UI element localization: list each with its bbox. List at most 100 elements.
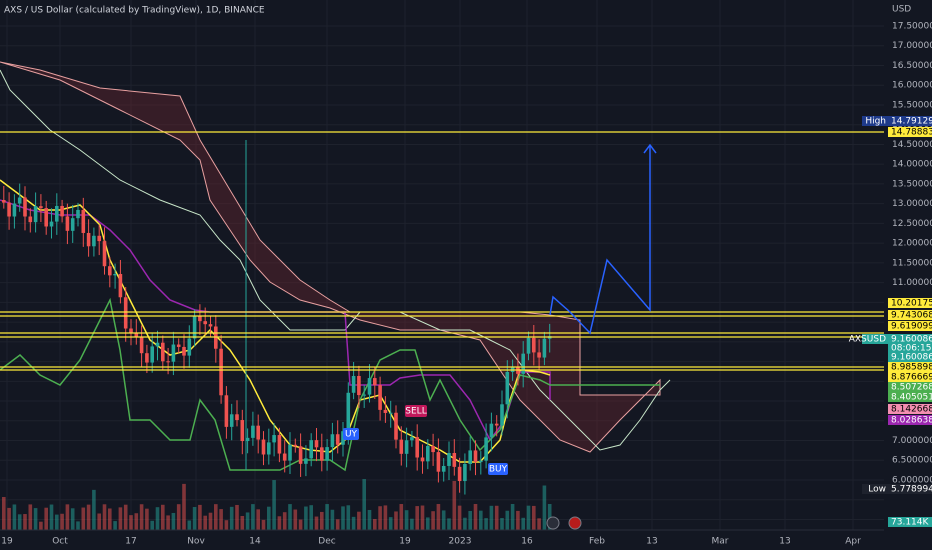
volume-bar <box>357 511 361 530</box>
candle-body <box>309 440 313 459</box>
price-tag <box>888 362 932 372</box>
candle-body <box>229 414 234 427</box>
time-label: Nov <box>187 537 205 547</box>
candle-body <box>118 273 123 298</box>
volume-bar <box>431 511 435 530</box>
candle-body <box>521 353 525 374</box>
time-label: 14 <box>249 537 261 547</box>
volume-bar <box>489 505 494 530</box>
volume-bar <box>2 497 6 530</box>
volume-bar <box>219 509 223 530</box>
volume-bar <box>44 507 48 530</box>
volume-bar <box>304 506 308 530</box>
candle-body <box>468 450 472 464</box>
price-label: 15.500000 <box>892 100 932 110</box>
time-axis-labels: 19 Oct 17 Nov 14 Dec 19 2023 16 Feb 13 Mar 13 Apr <box>1 537 861 547</box>
volume-bar <box>468 510 472 530</box>
candle-body <box>76 209 80 219</box>
candle-body <box>60 205 64 217</box>
time-label: Oct <box>52 537 68 547</box>
candle-body <box>267 442 271 455</box>
volume-bar <box>383 505 388 530</box>
volume-bar <box>150 520 154 530</box>
price-tag-text: 14.791298 <box>891 117 932 127</box>
candle-body <box>304 458 308 464</box>
alert-icon[interactable] <box>546 516 560 530</box>
candle-body <box>479 460 483 463</box>
candle-body <box>55 205 59 222</box>
volume-bar <box>410 518 414 530</box>
price-label: 16.500000 <box>892 61 932 71</box>
candle-body <box>39 206 43 209</box>
candle-body <box>12 203 17 217</box>
candle-body <box>261 439 266 455</box>
volume-bar <box>251 504 255 530</box>
volume-bar <box>420 505 425 530</box>
volume-bar <box>320 511 324 530</box>
price-tag-text: 9.160086 <box>891 335 932 345</box>
price-tags: 14.791298High14.78883010.2017549.7430689… <box>849 116 932 528</box>
candle-body <box>277 435 282 454</box>
candle-body <box>383 409 388 413</box>
price-tag-text: 8.028638 <box>891 416 932 426</box>
volume-bar <box>145 508 149 530</box>
volume-bar <box>92 489 96 530</box>
time-label: 16 <box>521 537 533 547</box>
candle-body <box>532 337 536 353</box>
volume-bar <box>113 521 117 530</box>
price-tag <box>888 334 932 352</box>
candle-body <box>388 412 393 414</box>
candle-body <box>288 444 292 461</box>
lagging-line <box>0 69 671 451</box>
volume-bar <box>235 504 239 530</box>
volume-bar <box>293 509 298 530</box>
candle-body <box>171 344 176 362</box>
candle-body <box>214 326 218 349</box>
candle-body <box>298 446 303 464</box>
volume-bar <box>240 515 245 530</box>
price-label: 12.500000 <box>892 219 932 229</box>
volume-bar <box>378 506 382 530</box>
volume-bar <box>65 504 70 530</box>
volume-bar <box>388 517 393 530</box>
candle-body <box>81 209 86 233</box>
price-tag-text: 8.405051 <box>891 393 932 403</box>
candle-body <box>245 437 250 442</box>
candle-body <box>192 316 197 339</box>
price-label: 14.500000 <box>892 140 932 150</box>
projection-path <box>549 145 651 335</box>
candle-body <box>378 385 382 410</box>
time-label: 19 <box>399 537 411 547</box>
time-label: 2023 <box>449 537 472 547</box>
volume-bar <box>171 512 176 530</box>
volume-bar <box>97 513 101 530</box>
volume-bar <box>479 510 483 530</box>
volume-bar <box>399 504 404 530</box>
price-axis-bg <box>884 0 932 550</box>
candle-body <box>484 437 488 461</box>
volume-bar <box>404 510 409 530</box>
volume-bar <box>166 515 170 530</box>
volume-bar <box>537 518 541 530</box>
volume-bar <box>12 504 17 530</box>
volume-bar <box>367 509 372 530</box>
volume-bar <box>81 507 86 530</box>
price-tag <box>888 298 932 308</box>
candle-body <box>346 392 351 432</box>
candle-body <box>86 232 91 247</box>
price-label: 12.000000 <box>892 239 932 249</box>
volume-bar <box>298 519 303 530</box>
price-tag-text: 8.507268 <box>891 383 932 393</box>
price-tag <box>888 484 932 494</box>
candle-body <box>367 378 372 395</box>
candle-body <box>447 453 451 466</box>
volume-bar <box>516 510 520 530</box>
candle-body <box>187 338 192 356</box>
volume-bar <box>33 508 38 530</box>
candle-body <box>330 434 335 448</box>
volume-bar <box>28 504 33 530</box>
event-icon[interactable] <box>568 516 582 530</box>
price-label: 13.500000 <box>892 179 932 189</box>
